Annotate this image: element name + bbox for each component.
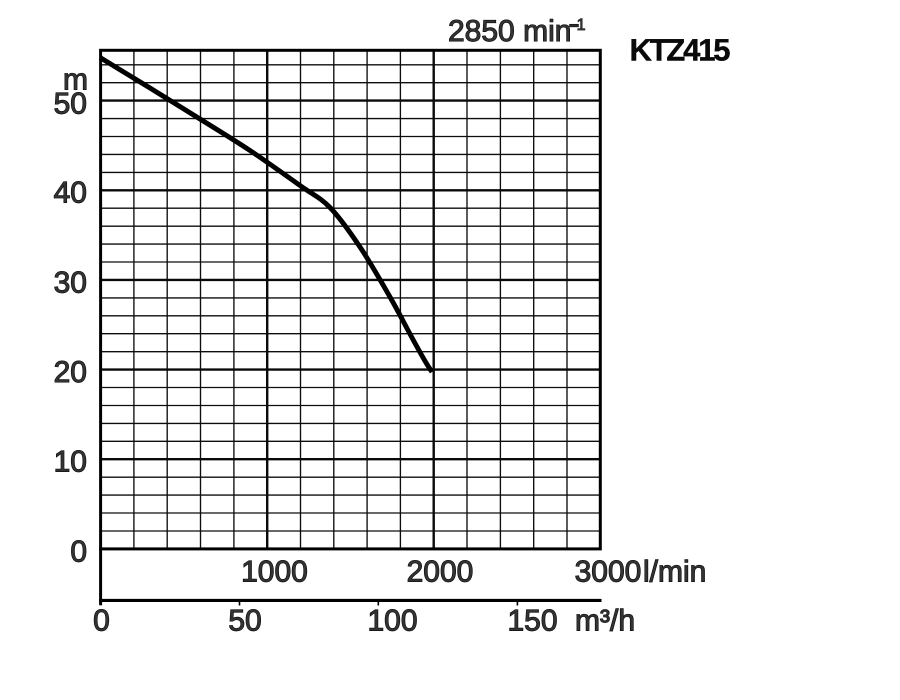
svg-text:2850 min: 2850 min xyxy=(448,15,571,48)
svg-text:2000: 2000 xyxy=(407,556,474,589)
svg-text:0: 0 xyxy=(93,605,110,638)
svg-text:30: 30 xyxy=(54,266,87,299)
svg-text:1000: 1000 xyxy=(241,556,308,589)
svg-text:m: m xyxy=(63,64,88,97)
svg-text:m³/h: m³/h xyxy=(575,605,635,638)
svg-text:20: 20 xyxy=(54,356,87,389)
svg-text:10: 10 xyxy=(54,446,87,479)
svg-text:0: 0 xyxy=(70,535,87,568)
svg-text:3000: 3000 xyxy=(575,556,642,589)
svg-text:100: 100 xyxy=(367,605,417,638)
svg-text:50: 50 xyxy=(228,605,261,638)
svg-text:KTZ415: KTZ415 xyxy=(630,33,731,68)
svg-text:1: 1 xyxy=(577,16,586,34)
svg-text:l/min: l/min xyxy=(643,556,706,589)
svg-text:40: 40 xyxy=(54,177,87,210)
svg-text:50: 50 xyxy=(54,88,87,121)
svg-text:150: 150 xyxy=(507,605,557,638)
